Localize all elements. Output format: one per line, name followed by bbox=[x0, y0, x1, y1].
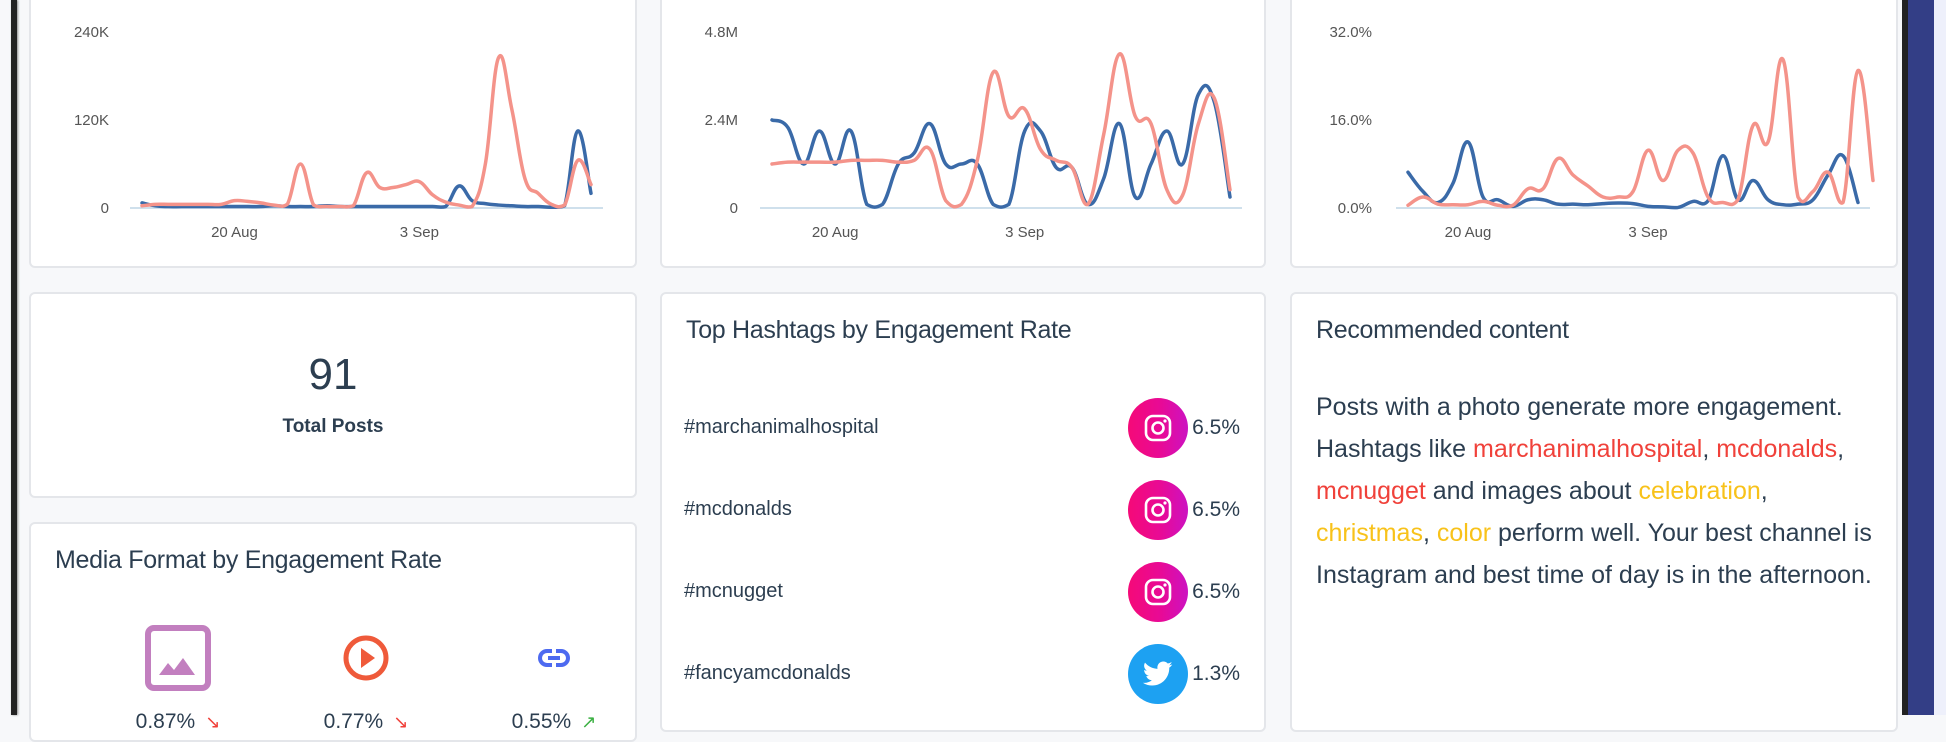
link-icon bbox=[474, 624, 634, 692]
y-tick-label: 4.8M bbox=[705, 24, 738, 41]
total-posts-card: 91 Total Posts bbox=[29, 292, 637, 498]
recommendation-text: and images about bbox=[1425, 477, 1639, 505]
chart-card-1: 0 120K 240K 20 Aug 3 Sep bbox=[29, 0, 637, 268]
media-value-photo: 0.87% bbox=[135, 710, 196, 733]
x-tick-label: 20 Aug bbox=[1445, 224, 1492, 241]
recommendation-text: , bbox=[1837, 435, 1845, 463]
media-value-video: 0.77% bbox=[323, 710, 384, 733]
hashtag-row[interactable]: #fancyamcdonalds 1.3% bbox=[684, 644, 1240, 704]
y-tick-label: 240K bbox=[74, 24, 109, 41]
x-tick-label: 3 Sep bbox=[1628, 224, 1667, 241]
window-frame-right bbox=[1902, 0, 1908, 715]
line-chart-2: 0 2.4M 4.8M 20 Aug 3 Sep bbox=[705, 24, 1242, 241]
twitter-icon bbox=[1128, 644, 1188, 704]
hashtag-row[interactable]: #mcnugget 6.5% bbox=[684, 562, 1240, 622]
x-tick-label: 3 Sep bbox=[400, 224, 439, 241]
series-line-series-salmon bbox=[140, 53, 593, 209]
recommended-text: Posts with a photo generate more engagem… bbox=[1316, 386, 1876, 596]
recommendation-text: , bbox=[1422, 519, 1437, 547]
line-chart-1: 0 120K 240K 20 Aug 3 Sep bbox=[74, 24, 603, 241]
highlight-hashtag: mcdonalds bbox=[1716, 435, 1838, 463]
hashtag-name: #fancyamcdonalds bbox=[684, 662, 851, 684]
highlight-topic: color bbox=[1436, 519, 1492, 547]
hashtag-rate: 6.5% bbox=[1192, 416, 1240, 439]
recommendation-text: Posts with a photo generate more engagem… bbox=[1316, 393, 1843, 463]
hashtag-rate: 6.5% bbox=[1192, 498, 1240, 521]
series-line-series-salmon bbox=[770, 52, 1232, 209]
instagram-icon bbox=[1128, 562, 1188, 622]
instagram-icon bbox=[1128, 480, 1188, 540]
photo-icon bbox=[98, 624, 258, 692]
recommendation-text: , bbox=[1760, 477, 1768, 505]
recommended-content-card: Recommended content Posts with a photo g… bbox=[1290, 292, 1898, 732]
media-item-video: 0.77% ↘ bbox=[286, 624, 446, 734]
y-tick-label: 16.0% bbox=[1329, 112, 1372, 129]
y-tick-label: 0 bbox=[101, 200, 109, 217]
hashtag-name: #mcdonalds bbox=[684, 498, 792, 520]
highlight-hashtag: marchanimalhospital bbox=[1473, 435, 1703, 463]
y-tick-label: 32.0% bbox=[1329, 24, 1372, 41]
chart-card-3: 0.0% 16.0% 32.0% 20 Aug 3 Sep bbox=[1290, 0, 1898, 268]
media-item-link: 0.55% ↗ bbox=[474, 624, 634, 734]
hashtag-row[interactable]: #marchanimalhospital 6.5% bbox=[684, 398, 1240, 458]
instagram-icon bbox=[1128, 398, 1188, 458]
line-chart-3: 0.0% 16.0% 32.0% 20 Aug 3 Sep bbox=[1329, 24, 1875, 241]
series-line-series-blue bbox=[1406, 140, 1860, 210]
chart-card-2: 0 2.4M 4.8M 20 Aug 3 Sep bbox=[660, 0, 1266, 268]
y-tick-label: 0.0% bbox=[1338, 200, 1372, 217]
top-hashtags-title: Top Hashtags by Engagement Rate bbox=[686, 316, 1072, 344]
hashtag-rate: 1.3% bbox=[1192, 662, 1240, 685]
media-value-link: 0.55% bbox=[511, 710, 572, 733]
hashtag-name: #marchanimalhospital bbox=[684, 416, 879, 438]
video-play-icon bbox=[286, 624, 446, 692]
hashtag-rate: 6.5% bbox=[1192, 580, 1240, 603]
hashtag-row[interactable]: #mcdonalds 6.5% bbox=[684, 480, 1240, 540]
highlight-hashtag: mcnugget bbox=[1316, 477, 1426, 505]
recommendation-text: , bbox=[1702, 435, 1717, 463]
y-tick-label: 0 bbox=[730, 200, 738, 217]
window-frame-left bbox=[11, 0, 17, 715]
total-posts-label: Total Posts bbox=[282, 416, 384, 437]
hashtag-name: #mcnugget bbox=[684, 580, 783, 602]
highlight-topic: christmas bbox=[1316, 519, 1423, 547]
trend-up-icon: ↗ bbox=[581, 712, 597, 732]
media-item-photo: 0.87% ↘ bbox=[98, 624, 258, 734]
series-line-series-blue bbox=[140, 129, 593, 210]
recommendation-text: perform well. Your best channel is Insta… bbox=[1316, 519, 1872, 589]
media-format-card: Media Format by Engagement Rate 0.87% ↘ 0… bbox=[29, 522, 637, 742]
total-posts-value: 91 bbox=[308, 350, 358, 399]
media-format-title: Media Format by Engagement Rate bbox=[55, 546, 442, 574]
x-tick-label: 20 Aug bbox=[211, 224, 258, 241]
top-hashtags-card: Top Hashtags by Engagement Rate #marchan… bbox=[660, 292, 1266, 732]
x-tick-label: 3 Sep bbox=[1005, 224, 1044, 241]
highlight-topic: celebration bbox=[1638, 477, 1761, 505]
series-line-series-blue bbox=[770, 83, 1232, 209]
trend-down-icon: ↘ bbox=[205, 712, 221, 732]
trend-down-icon: ↘ bbox=[393, 712, 409, 732]
series-line-series-salmon bbox=[1406, 56, 1875, 209]
x-tick-label: 20 Aug bbox=[812, 224, 859, 241]
recommended-title: Recommended content bbox=[1316, 316, 1569, 344]
y-tick-label: 120K bbox=[74, 112, 109, 129]
side-panel-edge bbox=[1908, 0, 1934, 715]
background-edge bbox=[1934, 0, 1946, 715]
y-tick-label: 2.4M bbox=[705, 112, 738, 129]
